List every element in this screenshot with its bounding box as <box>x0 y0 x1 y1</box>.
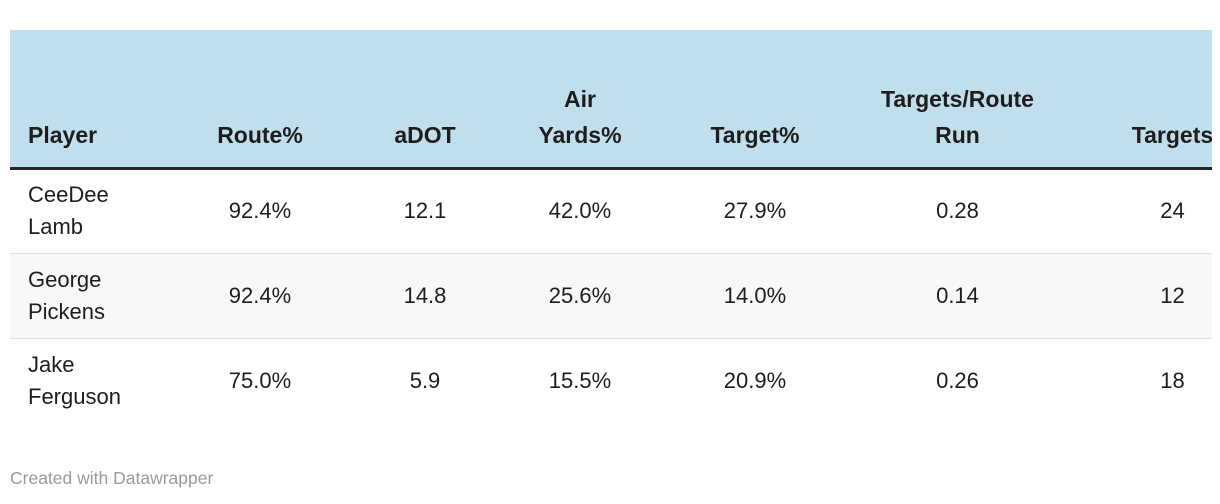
targets-cell: 18 <box>1065 338 1212 423</box>
air-yards-pct-cell: 15.5% <box>500 338 660 423</box>
column-header-air-yards-pct: Air Yards% <box>500 30 660 170</box>
adot-cell: 5.9 <box>350 338 500 423</box>
targets-cell: 12 <box>1065 253 1212 339</box>
targets-cell: 24 <box>1065 168 1212 254</box>
header-row: Player Route% aDOT Air Yards% Target% Ta… <box>10 30 1212 170</box>
adot-cell: 14.8 <box>350 253 500 339</box>
table-row: CeeDee Lamb 92.4% 12.1 42.0% 27.9% 0.28 … <box>10 168 1212 254</box>
table-viewport: Player Route% aDOT Air Yards% Target% Ta… <box>10 30 1212 432</box>
table-row: Jake Ferguson 75.0% 5.9 15.5% 20.9% 0.26… <box>10 338 1212 423</box>
column-header-targets: Targets <box>1065 30 1212 170</box>
column-header-targets-per-route-run: Targets/Route Run <box>850 30 1065 170</box>
player-cell: George Pickens <box>10 253 170 339</box>
column-header-adot: aDOT <box>350 30 500 170</box>
air-yards-pct-cell: 42.0% <box>500 168 660 254</box>
table-body: CeeDee Lamb 92.4% 12.1 42.0% 27.9% 0.28 … <box>10 168 1212 423</box>
player-cell: CeeDee Lamb <box>10 168 170 254</box>
targets-per-route-run-cell: 0.14 <box>850 253 1065 339</box>
target-pct-cell: 14.0% <box>660 253 850 339</box>
route-pct-cell: 75.0% <box>170 338 350 423</box>
column-header-target-pct: Target% <box>660 30 850 170</box>
table-row: George Pickens 92.4% 14.8 25.6% 14.0% 0.… <box>10 253 1212 339</box>
target-pct-cell: 20.9% <box>660 338 850 423</box>
table-header: Player Route% aDOT Air Yards% Target% Ta… <box>10 30 1212 170</box>
route-pct-cell: 92.4% <box>170 253 350 339</box>
targets-per-route-run-cell: 0.28 <box>850 168 1065 254</box>
column-header-player: Player <box>10 30 170 170</box>
adot-cell: 12.1 <box>350 168 500 254</box>
air-yards-pct-cell: 25.6% <box>500 253 660 339</box>
targets-cell-last: 0.26 <box>850 338 1065 423</box>
stats-table: Player Route% aDOT Air Yards% Target% Ta… <box>10 30 1212 423</box>
column-header-route-pct: Route% <box>170 30 350 170</box>
datawrapper-credit-link[interactable]: Created with Datawrapper <box>10 468 214 488</box>
target-pct-cell: 27.9% <box>660 168 850 254</box>
route-pct-cell: 92.4% <box>170 168 350 254</box>
player-cell: Jake Ferguson <box>10 338 170 423</box>
